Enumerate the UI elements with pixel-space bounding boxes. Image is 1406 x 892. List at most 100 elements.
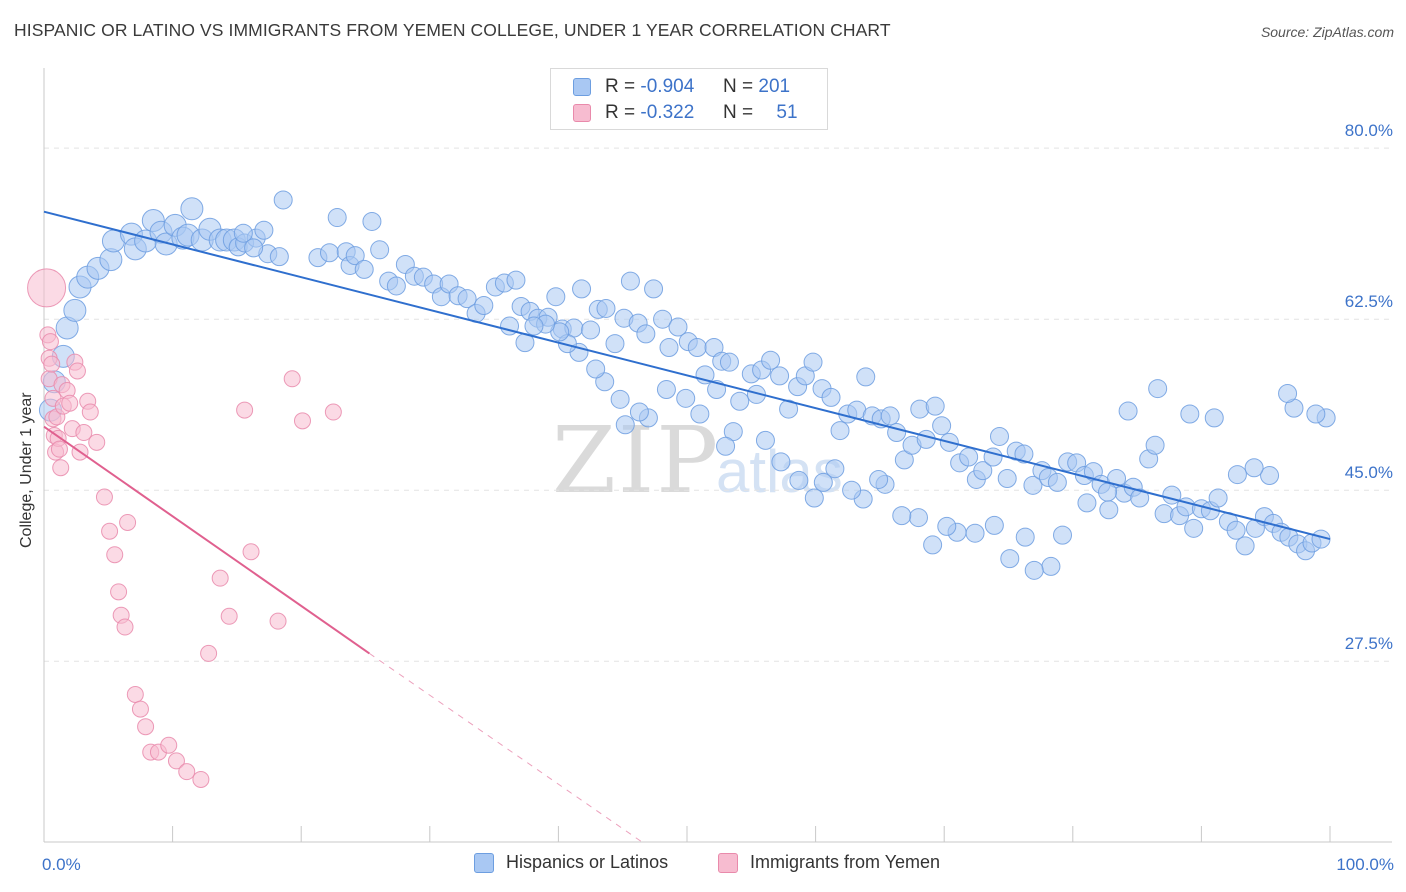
trend-line-hispanic bbox=[43, 210, 1331, 541]
data-point bbox=[908, 508, 928, 528]
data-point bbox=[293, 412, 311, 430]
n-value: 51 bbox=[776, 102, 798, 123]
data-point bbox=[106, 546, 124, 564]
data-point bbox=[1306, 404, 1326, 424]
data-point bbox=[894, 450, 914, 470]
data-point bbox=[932, 416, 952, 436]
data-point bbox=[586, 359, 606, 379]
data-point bbox=[362, 211, 382, 231]
data-point bbox=[1278, 383, 1298, 403]
n-stat: N = 51 bbox=[723, 102, 798, 124]
data-point bbox=[572, 279, 592, 299]
data-point bbox=[41, 333, 59, 351]
data-point bbox=[1130, 488, 1150, 508]
n-label: N = bbox=[723, 102, 754, 123]
r-value: -0.322 bbox=[640, 102, 695, 123]
data-point bbox=[327, 208, 347, 228]
data-point bbox=[354, 259, 374, 279]
data-point bbox=[126, 685, 144, 703]
n-value: 201 bbox=[758, 76, 791, 97]
data-point bbox=[319, 243, 339, 263]
data-point bbox=[636, 324, 656, 344]
data-point bbox=[167, 752, 185, 770]
data-point bbox=[63, 298, 87, 322]
data-point bbox=[178, 763, 196, 781]
data-point bbox=[825, 459, 845, 479]
data-point bbox=[61, 394, 79, 412]
data-point bbox=[88, 433, 106, 451]
data-point bbox=[923, 535, 943, 555]
data-point bbox=[233, 223, 253, 243]
data-point bbox=[1208, 488, 1228, 508]
data-point bbox=[676, 388, 696, 408]
x-tick-label: 100.0% bbox=[1336, 855, 1394, 874]
data-point bbox=[1244, 458, 1264, 478]
data-point bbox=[610, 389, 630, 409]
trend-line-yemen bbox=[43, 425, 370, 655]
data-point bbox=[821, 387, 841, 407]
data-point bbox=[804, 488, 824, 508]
y-tick-label: 80.0% bbox=[1345, 121, 1393, 140]
data-point bbox=[1015, 527, 1035, 547]
data-point bbox=[770, 366, 790, 386]
data-point bbox=[761, 350, 781, 370]
data-point bbox=[997, 468, 1017, 488]
stats-legend: R = -0.904 N = 201 R = -0.322 N = 51 bbox=[550, 68, 828, 130]
yemen-legend-swatch bbox=[718, 852, 738, 873]
data-point bbox=[546, 287, 566, 307]
data-point bbox=[984, 515, 1004, 535]
data-point bbox=[524, 316, 544, 336]
yemen-swatch bbox=[573, 104, 591, 122]
data-point bbox=[1099, 500, 1119, 520]
data-point bbox=[581, 320, 601, 340]
data-point bbox=[244, 238, 264, 258]
watermark-zip: ZIP bbox=[552, 407, 720, 514]
watermark-atlas: atlas bbox=[716, 438, 843, 505]
data-point bbox=[1014, 444, 1034, 464]
data-point bbox=[779, 399, 799, 419]
data-point bbox=[916, 429, 936, 449]
data-point bbox=[110, 583, 128, 601]
r-stat: R = -0.322 bbox=[605, 102, 713, 124]
data-point bbox=[180, 197, 204, 221]
data-point bbox=[273, 190, 293, 210]
data-point bbox=[27, 268, 67, 308]
data-point bbox=[965, 523, 985, 543]
data-point bbox=[68, 362, 86, 380]
data-point bbox=[75, 424, 93, 442]
n-label: N = bbox=[723, 76, 754, 97]
data-point bbox=[1053, 525, 1073, 545]
legend-label: Immigrants from Yemen bbox=[750, 852, 941, 872]
data-point bbox=[615, 415, 635, 435]
data-point bbox=[959, 447, 979, 467]
trend-line-yemen-extension bbox=[369, 652, 643, 843]
legend-item-yemen[interactable]: Immigrants from Yemen bbox=[718, 852, 940, 873]
series-legend: Hispanics or Latinos Immigrants from Yem… bbox=[0, 852, 1406, 878]
data-point bbox=[771, 452, 791, 472]
data-point bbox=[386, 276, 406, 296]
data-point bbox=[880, 406, 900, 426]
data-point bbox=[856, 367, 876, 387]
legend-item-hispanic[interactable]: Hispanics or Latinos bbox=[474, 852, 668, 873]
data-point bbox=[690, 404, 710, 424]
data-point bbox=[1235, 536, 1255, 556]
data-point bbox=[43, 355, 61, 373]
data-point bbox=[1260, 466, 1280, 486]
data-point bbox=[973, 461, 993, 481]
data-point bbox=[723, 422, 743, 442]
data-point bbox=[1118, 401, 1138, 421]
data-point bbox=[687, 338, 707, 358]
data-point bbox=[1148, 379, 1168, 399]
data-point bbox=[131, 700, 149, 718]
hispanic-legend-swatch bbox=[474, 852, 494, 873]
data-point bbox=[1098, 482, 1118, 502]
data-point bbox=[1204, 408, 1224, 428]
data-point bbox=[659, 338, 679, 358]
data-point bbox=[283, 370, 301, 388]
data-point bbox=[1077, 493, 1097, 513]
data-point bbox=[269, 247, 289, 267]
series-yemen bbox=[27, 268, 342, 788]
data-point bbox=[937, 516, 957, 536]
data-point bbox=[95, 488, 113, 506]
hispanic-swatch bbox=[573, 78, 591, 96]
